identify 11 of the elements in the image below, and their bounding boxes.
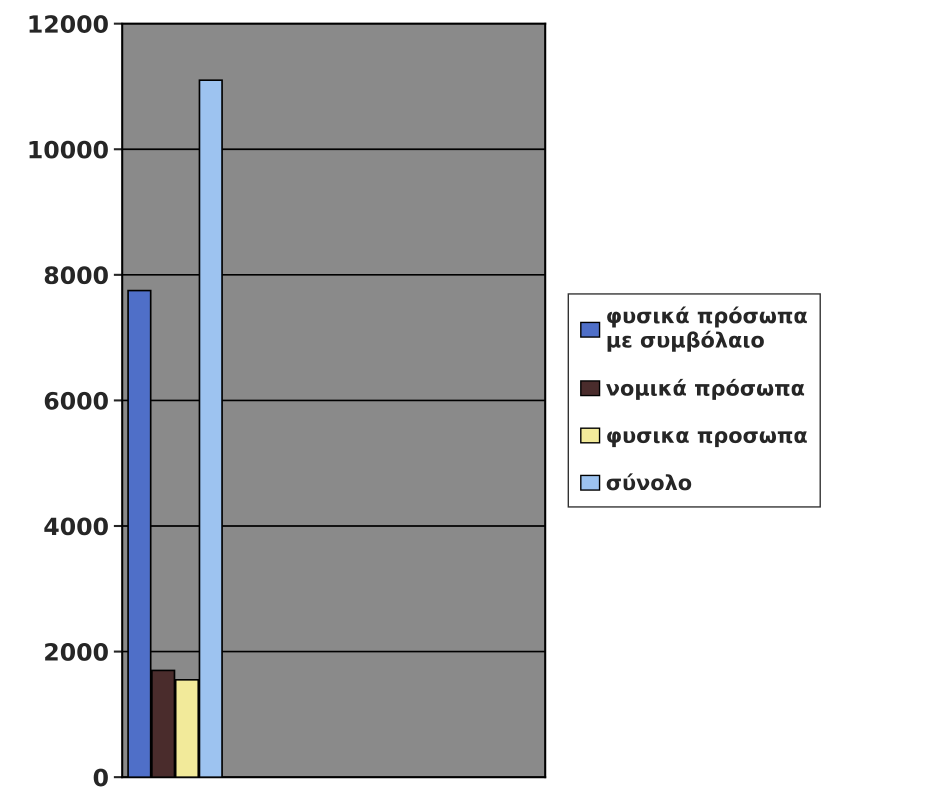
- legend-label: νομικά πρόσωπα: [606, 378, 804, 400]
- legend-label: φυσικα προσωπα: [607, 431, 807, 448]
- legend-label: φυσικά πρόσωπα με συμβόλαιο: [607, 306, 807, 352]
- y-tick-label: 4000: [44, 517, 108, 536]
- y-tick-label: 8000: [44, 266, 108, 284]
- y-tick-label: 0: [94, 768, 108, 786]
- y-tick-label: 12000: [30, 15, 108, 33]
- y-tick-label: 6000: [44, 392, 108, 410]
- y-tick-label: 2000: [45, 643, 108, 661]
- legend-label: σύνολο: [606, 473, 692, 490]
- y-tick-label: 10000: [30, 140, 108, 159]
